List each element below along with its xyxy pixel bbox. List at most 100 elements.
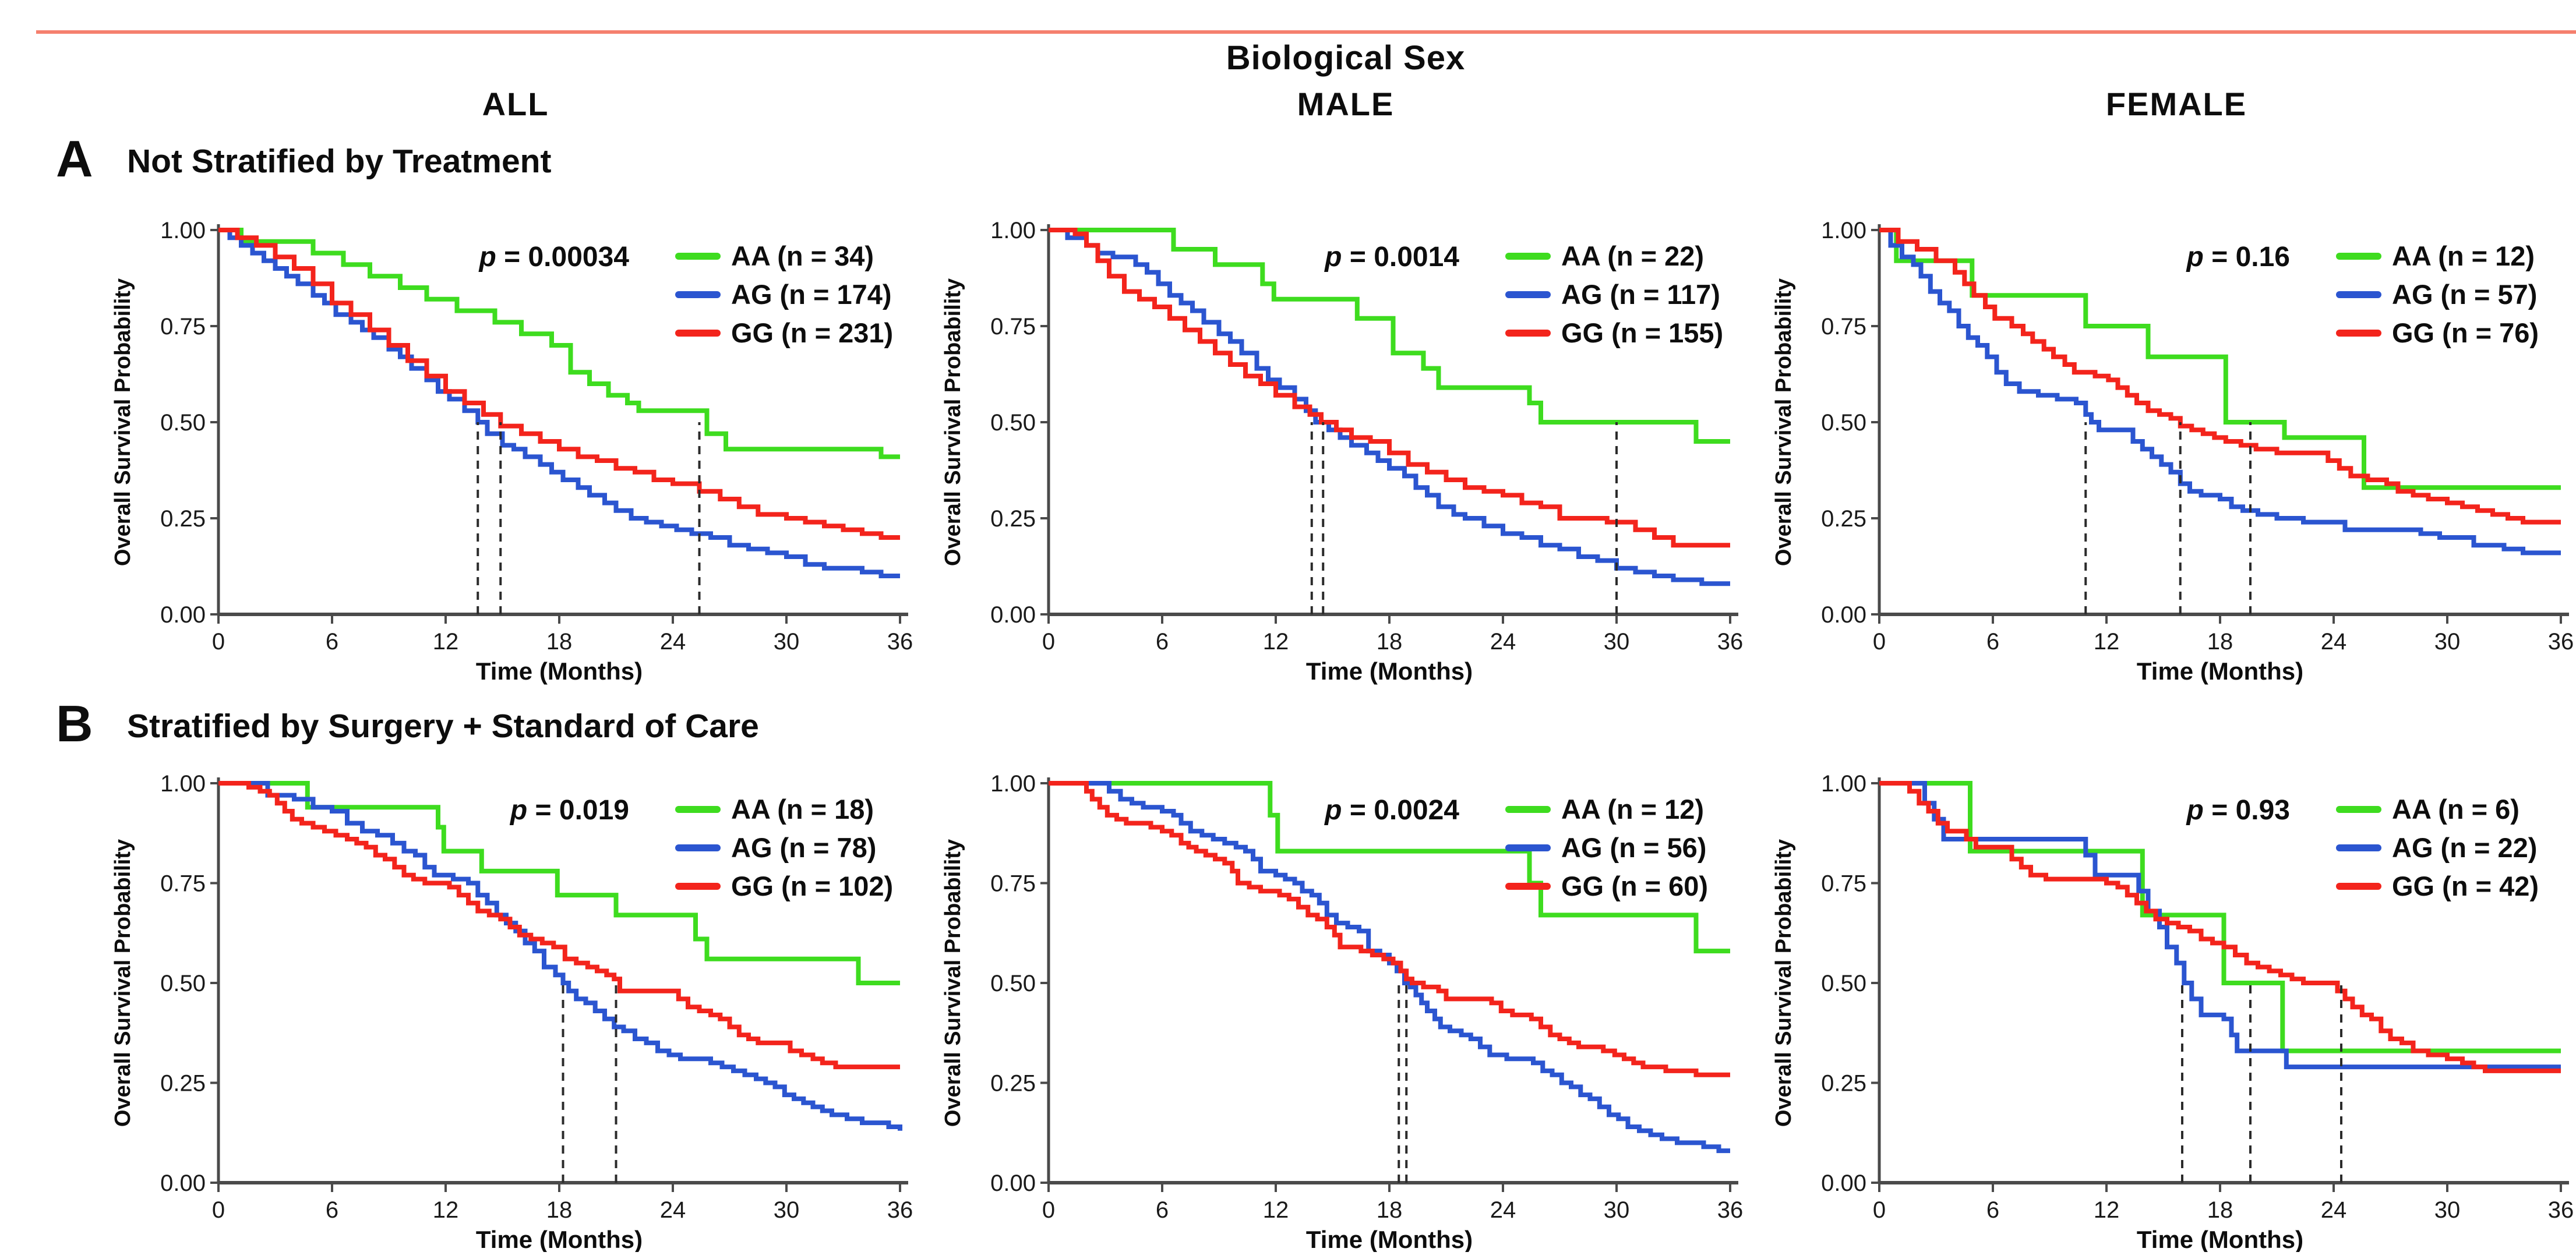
survival-curve-AA bbox=[1049, 781, 1730, 954]
x-tick-label: 6 bbox=[1986, 1197, 1999, 1223]
p-value: p = 0.019 bbox=[509, 795, 629, 826]
x-axis-title: Time (Months) bbox=[476, 1226, 643, 1252]
x-tick-label: 24 bbox=[2321, 629, 2347, 655]
y-tick-label: 0.00 bbox=[160, 602, 206, 628]
x-tick-label: 30 bbox=[774, 1197, 800, 1223]
x-tick-label: 12 bbox=[433, 1197, 459, 1223]
y-tick-label: 0.75 bbox=[990, 314, 1036, 339]
x-axis-title: Time (Months) bbox=[1306, 657, 1473, 685]
y-tick-label: 1.00 bbox=[1821, 218, 1866, 243]
survival-curve-GG bbox=[218, 781, 900, 1070]
x-tick-label: 18 bbox=[1377, 1197, 1403, 1223]
legend-label-GG: GG (n = 76) bbox=[2392, 317, 2539, 348]
x-tick-label: 6 bbox=[1986, 629, 1999, 655]
x-tick-label: 18 bbox=[546, 1197, 573, 1223]
y-axis-title: Overall Survival Probability bbox=[111, 839, 135, 1127]
panel-letter-b: B bbox=[56, 695, 93, 752]
x-tick-label: 30 bbox=[1604, 629, 1630, 655]
legend-label-AG: AG (n = 117) bbox=[1561, 279, 1720, 310]
y-tick-label: 0.50 bbox=[990, 410, 1036, 436]
y-tick-label: 0.25 bbox=[160, 1071, 206, 1097]
figure-title: Biological Sex bbox=[1226, 39, 1466, 77]
x-tick-label: 36 bbox=[2548, 629, 2574, 655]
legend-label-AA: AA (n = 6) bbox=[2392, 794, 2519, 825]
y-tick-label: 0.75 bbox=[160, 871, 206, 897]
legend-label-AA: AA (n = 12) bbox=[2392, 241, 2535, 271]
legend-label-GG: GG (n = 60) bbox=[1561, 871, 1708, 901]
survival-curve-AA bbox=[218, 228, 900, 459]
x-tick-label: 24 bbox=[660, 1197, 686, 1223]
legend-label-AA: AA (n = 34) bbox=[731, 241, 874, 271]
column-header-male: MALE bbox=[1297, 86, 1395, 122]
km-panel-a-all: 1.00 0.75 0.50 0.25 0.00 0 6 12 18 24 30 36 Time (Mo… bbox=[93, 192, 938, 687]
y-tick-label: 0.00 bbox=[1821, 1170, 1866, 1196]
y-tick-label: 0.75 bbox=[990, 871, 1036, 897]
x-tick-label: 0 bbox=[1873, 1197, 1886, 1223]
x-tick-label: 12 bbox=[1263, 1197, 1289, 1223]
survival-curve-AA bbox=[1879, 781, 2561, 1053]
y-tick-label: 0.00 bbox=[990, 602, 1036, 628]
x-axis-title: Time (Months) bbox=[2137, 1226, 2303, 1252]
x-tick-label: 12 bbox=[433, 629, 459, 655]
x-tick-label: 6 bbox=[1156, 629, 1169, 655]
survival-curve-AA bbox=[1049, 228, 1730, 444]
y-axis-title: Overall Survival Probability bbox=[941, 278, 965, 566]
legend-label-GG: GG (n = 42) bbox=[2392, 871, 2539, 901]
y-axis-title: Overall Survival Probability bbox=[1772, 839, 1796, 1127]
x-tick-label: 24 bbox=[2321, 1197, 2347, 1223]
panel-letter-a: A bbox=[56, 130, 93, 188]
legend-label-GG: GG (n = 231) bbox=[731, 317, 893, 348]
y-tick-label: 1.00 bbox=[160, 771, 206, 797]
survival-plot-svg: 1.00 0.75 0.50 0.25 0.000 6 12 18 24 30 36 Time (Mo… bbox=[111, 218, 913, 685]
x-tick-label: 6 bbox=[326, 629, 338, 655]
y-tick-label: 0.25 bbox=[1821, 506, 1866, 532]
y-tick-label: 0.75 bbox=[1821, 871, 1866, 897]
legend-label-AA: AA (n = 18) bbox=[731, 794, 874, 825]
x-axis-title: Time (Months) bbox=[2137, 657, 2303, 685]
x-tick-label: 0 bbox=[212, 629, 225, 655]
x-tick-label: 24 bbox=[1490, 1197, 1516, 1223]
row-title-b: Stratified by Surgery + Standard of Care bbox=[127, 708, 759, 745]
survival-curve-GG bbox=[1049, 781, 1730, 1077]
km-panel-a-female: 1.00 0.75 0.50 0.25 0.00 0 6 12 18 24 30 36 Time (Mo… bbox=[1754, 192, 2576, 687]
x-axis-title: Time (Months) bbox=[1306, 1226, 1473, 1252]
y-tick-label: 0.75 bbox=[160, 314, 206, 339]
x-tick-label: 12 bbox=[2094, 629, 2120, 655]
y-tick-label: 0.25 bbox=[1821, 1071, 1866, 1097]
x-tick-label: 12 bbox=[1263, 629, 1289, 655]
row-title-a: Not Stratified by Treatment bbox=[127, 143, 552, 180]
y-tick-label: 1.00 bbox=[990, 218, 1036, 243]
legend-label-AA: AA (n = 12) bbox=[1561, 794, 1704, 825]
x-tick-label: 30 bbox=[2434, 1197, 2461, 1223]
x-tick-label: 36 bbox=[887, 629, 913, 655]
survival-curve-GG bbox=[1879, 781, 2561, 1073]
y-tick-label: 1.00 bbox=[160, 218, 206, 243]
x-tick-label: 12 bbox=[2094, 1197, 2120, 1223]
x-tick-label: 18 bbox=[2207, 1197, 2233, 1223]
x-tick-label: 0 bbox=[212, 1197, 225, 1223]
x-tick-label: 24 bbox=[1490, 629, 1516, 655]
x-tick-label: 30 bbox=[1604, 1197, 1630, 1223]
x-tick-label: 36 bbox=[887, 1197, 913, 1223]
top-border-line bbox=[36, 30, 2576, 34]
legend-label-AG: AG (n = 56) bbox=[1561, 832, 1706, 863]
legend-label-AA: AA (n = 22) bbox=[1561, 241, 1704, 271]
survival-curve-GG bbox=[1879, 228, 2561, 525]
x-tick-label: 36 bbox=[1717, 629, 1744, 655]
survival-curve-AG bbox=[218, 781, 902, 1131]
y-tick-label: 0.00 bbox=[1821, 602, 1866, 628]
y-tick-label: 0.25 bbox=[990, 1071, 1036, 1097]
legend-label-AG: AG (n = 174) bbox=[731, 279, 892, 310]
survival-curve-AG bbox=[1049, 228, 1730, 586]
survival-curve-AA bbox=[218, 781, 900, 985]
survival-plot-svg: 1.00 0.75 0.50 0.25 0.000 6 12 18 24 30 36 Time (Mo… bbox=[941, 771, 1743, 1252]
y-tick-label: 0.50 bbox=[990, 971, 1036, 996]
km-panel-b-female: 1.00 0.75 0.50 0.25 0.00 0 6 12 18 24 30 36 Time (Mo… bbox=[1754, 757, 2576, 1252]
x-tick-label: 6 bbox=[1156, 1197, 1169, 1223]
y-tick-label: 1.00 bbox=[1821, 771, 1866, 797]
y-axis-title: Overall Survival Probability bbox=[941, 839, 965, 1127]
survival-plot-svg: 1.00 0.75 0.50 0.25 0.000 6 12 18 24 30 36 Time (Mo… bbox=[111, 771, 913, 1252]
legend-label-AG: AG (n = 57) bbox=[2392, 279, 2537, 310]
survival-curve-AG bbox=[1879, 781, 2561, 1070]
y-tick-label: 0.50 bbox=[160, 410, 206, 436]
